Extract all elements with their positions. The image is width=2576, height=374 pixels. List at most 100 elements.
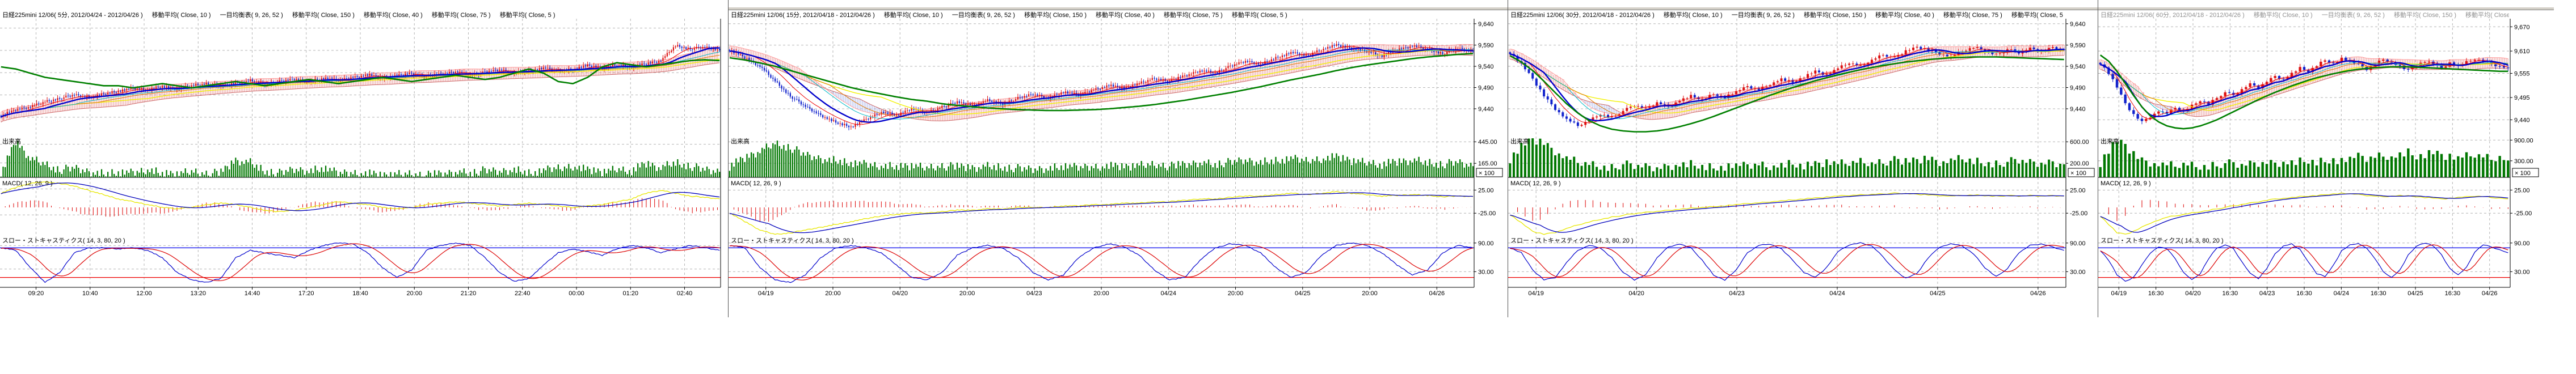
axis-value-label: 600.00 <box>2070 139 2089 146</box>
chart-canvas[interactable]: 04/19 20:00 04/20 20:00 04/23 20:00 04/24 20:00… <box>729 0 1508 317</box>
chart-header: 日経225mini 12/06( 60分, 2012/04/18 - 2012/… <box>2101 10 2509 19</box>
x-axis-label: 20:00 <box>1093 290 1109 297</box>
chart-canvas[interactable]: 04/19 16:30 04/20 16:30 04/23 16:30 04/24 16:30… <box>2098 0 2554 317</box>
gridlines <box>729 19 1474 287</box>
axis-value-label: -25.00 <box>2070 210 2087 217</box>
indicator-label: 移動平均( Close, 5 ) <box>1231 12 1287 19</box>
x-axis-label: 04/26 <box>2482 290 2498 297</box>
axis-value-label: 9,590 <box>2070 42 2086 49</box>
gridlines <box>0 19 721 287</box>
axis-value-label: 445.00 <box>1478 139 1497 146</box>
axis-value-label: 25.00 <box>1478 187 1494 194</box>
axis-value-label: 25.00 <box>2514 187 2530 194</box>
candlesticks[interactable] <box>1509 44 2065 129</box>
axis-value-label: 30.00 <box>2070 269 2086 275</box>
x-axis-label: 04/24 <box>2334 290 2350 297</box>
indicator-label: 移動平均( Close, 75 ) <box>1943 12 2002 19</box>
x-axis-label: 20:00 <box>959 290 975 297</box>
x-axis-label: 10:40 <box>82 290 98 297</box>
axis-value-label: 9,540 <box>1478 63 1494 70</box>
axis-value-label: 90.00 <box>2514 240 2530 247</box>
moving-average-lines <box>1 47 720 118</box>
axis-value-label: 9,440 <box>2070 106 2086 113</box>
price-axis: 9,670 9,610 9,555 9,495 9,440 900.00 300.00 25.… <box>2510 19 2539 287</box>
x-axis-label: 21:20 <box>461 290 477 297</box>
x-axis-label: 04/23 <box>2259 290 2275 297</box>
indicator-label: 一目均衡表( 9, 26, 52 ) <box>1731 12 1795 19</box>
axis-value-label: 9,490 <box>2070 85 2086 92</box>
chart-window-4: 日経225mini 12/06( 60分, 2012/04/18 - 2012/… <box>2098 0 2554 317</box>
axis-value-label: 90.00 <box>2070 240 2086 247</box>
indicator-label: 移動平均( Close, 10 ) <box>151 12 211 19</box>
axis-value-label: -25.00 <box>1478 210 1496 217</box>
x-axis-label: 04/23 <box>1729 290 1745 297</box>
stochastics-section-label: スロー・ストキャスティクス( 14, 3, 80, 20 ) <box>2 237 125 244</box>
x-axis-label: 04/19 <box>758 290 774 297</box>
axis-value-label: 9,440 <box>2514 117 2530 124</box>
x-axis-label: 18:40 <box>352 290 368 297</box>
x-axis-label: 04/19 <box>1528 290 1544 297</box>
macd-plot <box>1 181 720 217</box>
clipped-toolbar-strip <box>729 7 1508 10</box>
axis-value-label: 900.00 <box>2514 137 2533 144</box>
gridlines <box>2098 19 2510 287</box>
axis-value-label: 300.00 <box>2514 158 2533 165</box>
chart-title: 日経225mini 12/06( 5分, 2012/04/24 - 2012/0… <box>2 12 143 19</box>
stochastics-section-label: スロー・ストキャスティクス( 14, 3, 80, 20 ) <box>2101 237 2224 244</box>
x-axis-label: 22:40 <box>515 290 531 297</box>
indicator-label: 移動平均( Close, 10 ) <box>883 12 943 19</box>
x-axis-label: 04/26 <box>2030 290 2046 297</box>
indicator-label: 一目均衡表( 9, 26, 52 ) <box>220 12 283 19</box>
axis-value-label: 200.00 <box>2070 160 2089 167</box>
chart-canvas[interactable]: 09:20 10:40 12:00 13:20 14:40 17:20 18:40 20:00… <box>0 0 728 317</box>
x-axis-label: 09:20 <box>28 290 44 297</box>
x-axis-label: 01:20 <box>622 290 638 297</box>
volume-unit-label: × 100 <box>1479 170 1495 177</box>
axis-value-label: 30.00 <box>1478 269 1494 275</box>
x-axis-label: 16:30 <box>2223 290 2238 297</box>
chart-window-2: 日経225mini 12/06( 15分, 2012/04/18 - 2012/… <box>728 0 1508 317</box>
axis-value-label: 165.00 <box>1478 160 1497 167</box>
stochastics-section-label: スロー・ストキャスティクス( 14, 3, 80, 20 ) <box>1510 237 1634 244</box>
indicator-label: 移動平均( Close, 40 ) <box>2465 12 2509 19</box>
indicator-label: 移動平均( Close, 10 ) <box>1663 12 1723 19</box>
stochastics-plot <box>729 243 1474 283</box>
moving-average-lines <box>1509 48 2064 133</box>
axis-value-label: 9,540 <box>2070 63 2086 70</box>
x-axis-label: 16:30 <box>2296 290 2312 297</box>
axis-value-label: 9,495 <box>2514 95 2530 101</box>
x-axis-label: 20:00 <box>825 290 841 297</box>
candlesticks[interactable] <box>729 41 1474 130</box>
x-axis: 04/19 20:00 04/20 20:00 04/23 20:00 04/24 20:00… <box>729 287 1474 297</box>
clipped-toolbar-strip <box>1508 7 2098 10</box>
x-axis-label: 00:00 <box>569 290 584 297</box>
x-axis-label: 16:30 <box>2445 290 2461 297</box>
x-axis-label: 16:30 <box>2148 290 2164 297</box>
x-axis-label: 04/25 <box>1930 290 1946 297</box>
section-labels: 出来高 MACD( 12, 26, 9 ) スロー・ストキャスティクス( 14, 3… <box>2101 137 2224 244</box>
volume-bars <box>0 140 721 178</box>
x-axis-label: 20:00 <box>1362 290 1378 297</box>
chart-canvas[interactable]: 04/19 04/20 04/23 04/24 04/25 04/26 9,640 9,590… <box>1508 0 2098 317</box>
axis-value-label: 9,610 <box>2514 48 2530 55</box>
chart-title: 日経225mini 12/06( 60分, 2012/04/18 - 2012/… <box>2101 12 2245 19</box>
volume-unit-label: × 100 <box>2070 170 2086 177</box>
x-axis-label: 13:20 <box>190 290 206 297</box>
axis-value-label: 9,490 <box>1478 85 1494 92</box>
macd-plot <box>2100 192 2508 235</box>
chart-header: 日経225mini 12/06( 30分, 2012/04/18 - 2012/… <box>1510 10 2065 19</box>
axis-value-label: -25.00 <box>2514 210 2532 217</box>
volume-bars <box>2098 139 2510 178</box>
section-labels: 出来高 MACD( 12, 26, 9 ) スロー・ストキャスティクス( 14, 3… <box>731 137 854 244</box>
moving-average-lines <box>2099 54 2508 130</box>
x-axis-label: 04/25 <box>1295 290 1311 297</box>
x-axis-label: 04/20 <box>2185 290 2201 297</box>
indicator-label: 移動平均( Close, 10 ) <box>2253 12 2313 19</box>
indicator-label: 移動平均( Close, 40 ) <box>363 12 423 19</box>
macd-plot <box>1509 192 2064 235</box>
indicator-label: 移動平均( Close, 40 ) <box>1096 12 1155 19</box>
axis-value-label: 9,590 <box>1478 42 1494 49</box>
stochastics-plot <box>1508 242 2066 281</box>
macd-section-label: MACD( 12, 26, 9 ) <box>2101 180 2151 187</box>
